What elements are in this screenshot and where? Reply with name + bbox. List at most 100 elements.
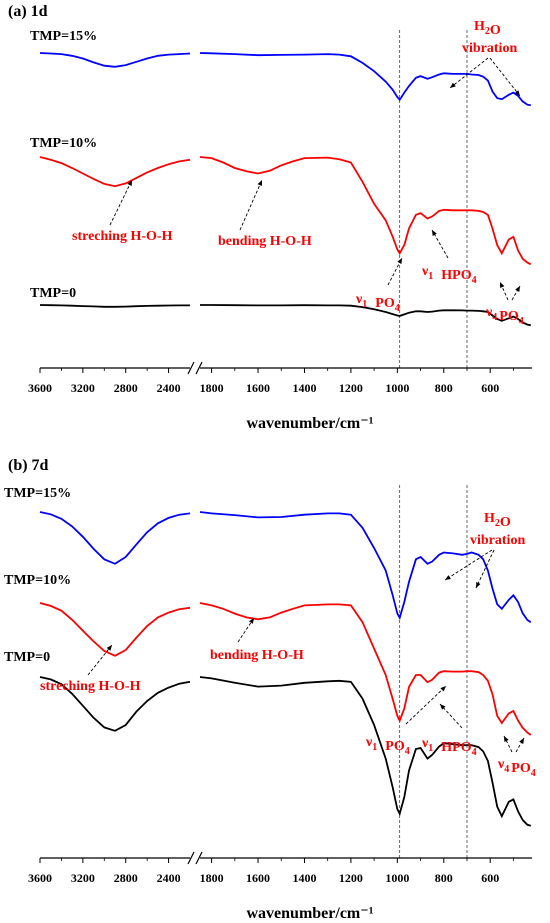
series-label: TMP=10% [4, 573, 71, 588]
x-axis-label: wavenumber/cm⁻¹ [247, 415, 374, 432]
v1-po4-label-sub: 1 [372, 742, 377, 753]
h2o-label-sub: 2 [495, 518, 500, 529]
v1-po4-label-sub: 4 [395, 303, 400, 314]
x-tick-label: 800 [435, 381, 453, 395]
v1-po4-arrow-head [397, 258, 402, 264]
h2o-arrow-1 [444, 549, 493, 581]
x-tick-label: 3200 [71, 381, 95, 395]
x-axis-label: wavenumber/cm⁻¹ [247, 905, 374, 922]
x-tick-label: 1400 [292, 871, 316, 885]
streching-arrow-head [106, 645, 112, 651]
v4-po4-arrow-2 [515, 737, 525, 753]
streching-arrow [109, 179, 133, 226]
series-label: TMP=0 [4, 650, 50, 665]
series-line-tmp10-right [199, 602, 532, 736]
x-tick-label: 3600 [28, 381, 52, 395]
bending-arrow-head [257, 180, 262, 186]
v1-hpo4-label-sub: 1 [428, 743, 433, 754]
series-line-tmp15-right [199, 52, 531, 107]
v1-hpo4-label-sub: 4 [472, 747, 477, 758]
series-line-tmp0-left [39, 676, 191, 732]
v4-po4-arrow-1-head [504, 736, 509, 742]
axis-break-mark [187, 361, 195, 375]
x-tick-label: 1800 [200, 871, 224, 885]
v1-po4-label-part: PO [385, 739, 405, 754]
v1-hpo4-label-part: ν [421, 736, 429, 751]
bending-arrow-head [249, 618, 254, 624]
v4-po4-label-part: PO [499, 309, 519, 324]
v4-po4-arrow-2-head [519, 738, 524, 744]
h2o-label: H2O [474, 19, 501, 38]
series-line-tmp0-right [200, 304, 531, 327]
v1-po4-label-part: PO [375, 296, 395, 311]
v4-po4-arrow-2-head [515, 286, 520, 292]
vibration-label: vibration [470, 533, 525, 548]
series-line-tmp15-right [199, 511, 532, 624]
streching-arrow-head [127, 180, 132, 186]
v1-hpo4-label-sub: 4 [472, 275, 477, 286]
bending-label: bending H-O-H [210, 648, 304, 663]
x-tick-label: 1200 [339, 871, 363, 885]
series-line-tmp0-left [39, 304, 190, 308]
v4-po4-label-sub: 4 [519, 316, 524, 327]
x-tick-label: 3600 [28, 871, 52, 885]
bending-arrow [239, 179, 263, 231]
h2o-label-part: H [484, 511, 495, 526]
v1-hpo4-label: ν1 HPO4 [421, 736, 477, 758]
axis-break-mark [195, 361, 203, 375]
series-label: TMP=10% [30, 136, 97, 151]
x-tick-label: 1400 [292, 381, 316, 395]
v4-po4-label: ν4 PO4 [497, 757, 536, 779]
x-tick-label: 1600 [246, 381, 270, 395]
vibration-label: vibration [462, 41, 517, 56]
series-line-tmp15-left [39, 511, 191, 565]
series-label: TMP=15% [4, 486, 71, 501]
v1-po4-arrow [405, 685, 447, 725]
v1-po4-label: ν1 PO4 [365, 735, 410, 757]
h2o-arrow-2 [489, 57, 521, 97]
series-label: TMP=15% [30, 29, 97, 44]
x-tick-label: 2800 [114, 381, 138, 395]
v4-po4-label: ν4 PO4 [485, 305, 524, 327]
streching-label: streching H-O-H [72, 229, 173, 244]
x-tick-label: 1000 [385, 871, 409, 885]
x-tick-label: 1800 [200, 381, 224, 395]
v4-po4-label-part: ν [497, 757, 505, 772]
series-line-tmp10-left [39, 602, 191, 657]
panel-title: (b) 7d [8, 457, 49, 474]
v1-hpo4-arrow-head [440, 704, 446, 710]
v1-po4-arrow-head [440, 686, 446, 692]
h2o-label-part: H [474, 19, 485, 34]
h2o-arrow-1 [449, 57, 489, 89]
v4-po4-label-sub: 4 [492, 312, 497, 323]
h2o-label-part: O [490, 23, 501, 38]
v1-hpo4-label-part: HPO [441, 740, 471, 755]
h2o-arrow-2-head [476, 582, 481, 588]
v1-po4-label: ν1 PO4 [355, 292, 400, 314]
v1-hpo4-label-sub: 1 [428, 271, 433, 282]
axis-break-mark [187, 851, 195, 865]
h2o-arrow-2 [475, 549, 495, 589]
h2o-arrow-1-head [450, 82, 456, 88]
series-line-tmp10-left [39, 156, 191, 188]
v4-po4-label-part: ν [485, 305, 493, 320]
x-tick-label: 2400 [157, 381, 181, 395]
x-tick-label: 1000 [385, 381, 409, 395]
h2o-label-part: O [500, 515, 511, 530]
series-label: TMP=0 [30, 286, 76, 301]
x-tick-label: 2400 [157, 871, 181, 885]
v4-po4-label-sub: 4 [504, 764, 509, 775]
axis-break-mark [195, 851, 203, 865]
v1-hpo4-label-part: ν [421, 264, 429, 279]
panel-title: (a) 1d [8, 3, 48, 20]
h2o-label-sub: 2 [485, 26, 490, 37]
streching-arrow [87, 644, 113, 676]
x-tick-label: 1600 [246, 871, 270, 885]
v1-hpo4-arrow-head [432, 230, 437, 236]
v1-po4-label-part: ν [355, 292, 363, 307]
x-tick-label: 2800 [114, 871, 138, 885]
x-tick-label: 600 [481, 381, 499, 395]
